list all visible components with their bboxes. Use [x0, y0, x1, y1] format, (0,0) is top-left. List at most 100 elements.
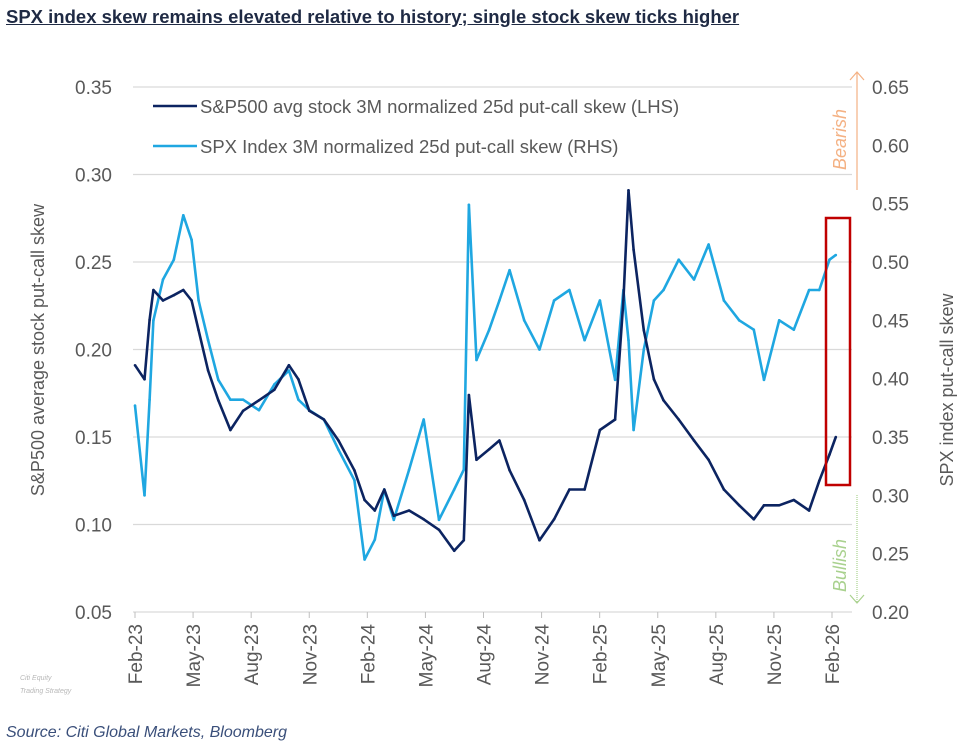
data-point	[272, 388, 276, 392]
data-point	[373, 538, 377, 541]
data-point	[777, 503, 781, 507]
data-point	[598, 299, 602, 302]
data-point	[583, 488, 586, 491]
data-point	[353, 468, 356, 472]
data-point	[257, 398, 261, 402]
data-point	[817, 479, 821, 483]
y2-tick-label: 0.25	[872, 545, 909, 566]
series-line-spx-index	[133, 203, 837, 561]
data-point	[297, 398, 300, 401]
legend-label: SPX Index 3M normalized 25d put-call ske…	[200, 136, 618, 157]
data-point	[392, 514, 396, 518]
data-point	[762, 503, 766, 507]
data-point	[197, 299, 200, 302]
highlight-box	[824, 216, 852, 487]
x-tick-label: Nov-24	[533, 624, 554, 686]
data-point	[662, 398, 665, 402]
x-tick-label: Feb-25	[591, 624, 612, 684]
data-point	[722, 299, 726, 302]
y-tick-label: 0.20	[75, 341, 112, 362]
data-point	[229, 428, 232, 432]
data-point	[807, 288, 811, 292]
data-point	[552, 299, 556, 302]
data-point	[834, 435, 838, 439]
data-point	[206, 338, 210, 342]
data-point	[552, 517, 556, 521]
x-tick-label: Aug-23	[242, 624, 263, 685]
data-point	[143, 377, 146, 381]
legend-label: S&P500 avg stock 3M normalized 25d put-c…	[200, 96, 679, 117]
data-point	[508, 468, 511, 472]
y2-tick-label: 0.40	[872, 370, 909, 391]
bearish-arrowhead-icon	[849, 71, 865, 81]
data-point	[353, 478, 356, 482]
data-point	[422, 418, 426, 421]
data-point	[217, 378, 220, 382]
data-point	[337, 439, 340, 442]
data-point	[817, 288, 821, 292]
data-point	[287, 369, 291, 372]
data-point	[652, 299, 656, 302]
data-point	[133, 404, 137, 407]
data-point	[677, 258, 681, 261]
x-tick-label: Feb-24	[358, 624, 379, 685]
data-point	[148, 398, 151, 401]
data-point	[792, 328, 796, 331]
data-point	[642, 328, 646, 332]
data-point	[152, 319, 155, 322]
data-point	[622, 299, 625, 302]
y-axis-label: S&P500 average stock put-call skew	[28, 203, 48, 496]
bullish-arrowhead-icon	[849, 594, 865, 604]
y-tick-label: 0.10	[75, 516, 112, 537]
data-point	[307, 409, 311, 413]
data-point	[538, 348, 541, 351]
data-point	[182, 288, 185, 292]
x-tick-label: Nov-23	[300, 624, 321, 685]
x-tick-label: Feb-26	[823, 624, 844, 684]
y2-axis-label: SPX index put-call skew	[937, 292, 957, 486]
data-point	[475, 358, 478, 362]
data-point	[467, 203, 471, 207]
data-point	[462, 538, 466, 542]
y2-tick-label: 0.65	[872, 78, 909, 99]
data-point	[462, 468, 466, 471]
data-point	[373, 509, 377, 512]
watermark-line: Citi Equity	[20, 675, 52, 682]
x-tick-label: Feb-23	[126, 624, 147, 684]
y2-tick-label: 0.45	[872, 311, 909, 332]
data-point	[834, 253, 838, 257]
data-point	[363, 498, 366, 502]
data-point	[297, 377, 300, 381]
y-tick-label: 0.15	[75, 428, 112, 449]
data-point	[407, 509, 411, 512]
bullish-label: Bullish	[830, 539, 850, 592]
data-point	[487, 447, 491, 451]
data-point	[652, 377, 656, 381]
data-point	[197, 328, 200, 332]
data-point	[792, 498, 796, 502]
bearish-label: Bearish	[830, 109, 850, 170]
y-tick-label: 0.05	[75, 603, 112, 624]
data-point	[437, 528, 441, 532]
data-point	[627, 188, 630, 192]
data-point	[172, 258, 176, 261]
data-point	[807, 509, 811, 512]
data-point	[568, 488, 571, 491]
data-point	[467, 393, 471, 397]
data-point	[190, 299, 193, 302]
data-point	[437, 518, 441, 522]
data-point	[583, 338, 586, 342]
data-point	[475, 458, 478, 462]
data-point	[632, 248, 635, 252]
y-tick-label: 0.35	[75, 78, 112, 99]
data-point	[257, 408, 261, 412]
data-point	[217, 398, 220, 402]
data-point	[522, 498, 526, 502]
x-tick-label: May-25	[649, 624, 670, 687]
x-tick-label: May-23	[184, 624, 205, 687]
x-tick-label: Aug-24	[475, 624, 496, 686]
data-point	[498, 299, 501, 302]
data-point	[487, 328, 491, 331]
data-point	[613, 418, 617, 421]
